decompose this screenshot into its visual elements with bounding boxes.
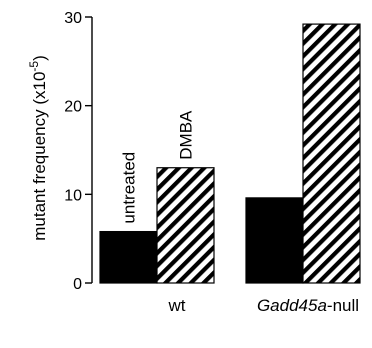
- bars: [99, 23, 361, 284]
- series-label-untreated: untreated: [120, 152, 139, 224]
- x-category-label: wt: [168, 296, 186, 315]
- y-tick-label: 30: [64, 10, 82, 27]
- y-axis-title-exponent: -5: [27, 61, 41, 72]
- bar-annotations: untreated DMBA: [120, 110, 196, 224]
- bar-untreated-wt: [99, 230, 158, 284]
- x-category-label-italic: Gadd45a: [257, 296, 327, 315]
- y-axis-title: mutant frequency (x10-5): [27, 55, 49, 241]
- series-label-dmba: DMBA: [177, 110, 196, 160]
- x-axis-category-labels: wt Gadd45a-null: [168, 296, 360, 315]
- x-category-label: Gadd45a-null: [257, 296, 359, 315]
- y-tick-label: 0: [73, 276, 82, 293]
- y-tick-label: 10: [64, 187, 82, 204]
- bar-dmba-wt: [156, 167, 215, 284]
- y-axis-title-close: ): [30, 55, 49, 61]
- y-axis-title-base: mutant frequency (x10: [30, 72, 49, 241]
- y-axis-ticks: 0 10 20 30: [64, 10, 92, 293]
- x-category-label-rest: -null: [327, 296, 359, 315]
- y-tick-label: 20: [64, 99, 82, 116]
- bar-untreated-gadd45a-null: [245, 197, 304, 284]
- bar-dmba-gadd45a-null: [302, 23, 361, 284]
